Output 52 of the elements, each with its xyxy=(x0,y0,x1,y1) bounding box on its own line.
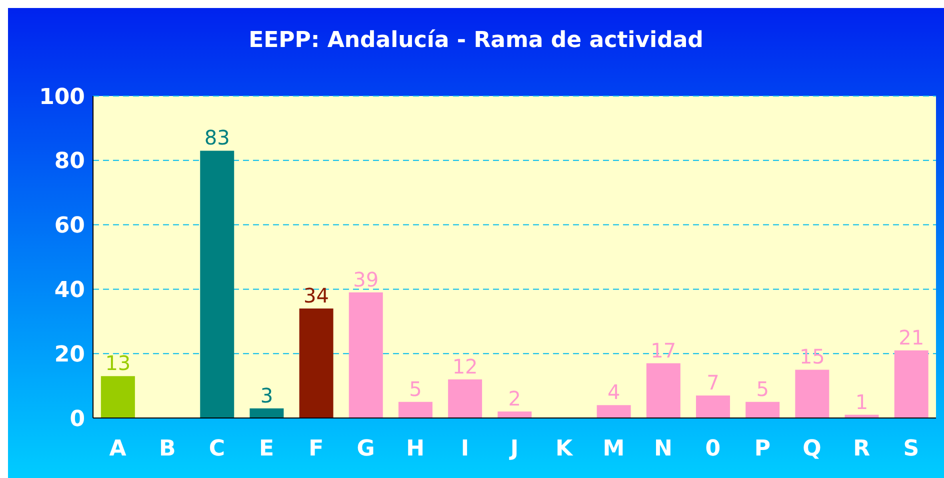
bar xyxy=(498,412,532,418)
x-tick-label: K xyxy=(556,436,574,462)
data-label: 2 xyxy=(508,386,522,411)
x-tick-label: S xyxy=(903,436,920,462)
bar xyxy=(746,402,780,418)
bar xyxy=(398,402,432,418)
y-tick-label: 20 xyxy=(54,342,85,368)
bar xyxy=(596,405,631,418)
x-tick-label: 0 xyxy=(705,436,721,462)
chart-title: EEPP: Andalucía - Rama de actividad xyxy=(248,27,704,55)
x-tick-label: J xyxy=(508,436,519,462)
y-tick-label: 0 xyxy=(70,406,85,432)
x-tick-label: A xyxy=(109,436,126,462)
bar xyxy=(448,379,482,418)
x-tick-label: C xyxy=(208,436,226,462)
data-label: 21 xyxy=(898,325,924,350)
bar xyxy=(646,363,680,418)
data-label: 7 xyxy=(706,370,720,394)
bar xyxy=(894,350,928,418)
bar xyxy=(795,370,830,418)
data-label: 34 xyxy=(304,284,330,308)
data-label: 39 xyxy=(353,267,379,292)
data-label: 12 xyxy=(452,354,478,378)
bar xyxy=(348,292,383,418)
y-tick-label: 100 xyxy=(39,84,85,110)
x-tick-label: Q xyxy=(802,436,822,462)
x-tick-label: N xyxy=(654,436,672,462)
data-label: 5 xyxy=(409,376,422,401)
bar xyxy=(299,308,334,418)
data-label: 4 xyxy=(607,380,620,404)
data-label: 5 xyxy=(756,376,769,401)
x-tick-label: G xyxy=(356,436,375,462)
data-label: 15 xyxy=(799,344,825,369)
data-label: 1 xyxy=(855,390,868,414)
data-label: 13 xyxy=(105,351,131,376)
data-label: 3 xyxy=(260,383,274,408)
x-tick-label: P xyxy=(754,436,771,462)
bar xyxy=(100,376,135,418)
data-label: 83 xyxy=(204,126,230,150)
x-tick-label: H xyxy=(406,436,425,462)
y-tick-label: 60 xyxy=(54,214,85,239)
bar xyxy=(250,408,284,418)
y-tick-label: 40 xyxy=(54,278,85,304)
x-tick-label: F xyxy=(308,436,324,462)
x-tick-label: E xyxy=(259,436,274,462)
x-tick-label: M xyxy=(602,436,625,462)
bar xyxy=(696,395,730,418)
x-tick-label: R xyxy=(853,436,870,462)
bar xyxy=(200,150,234,418)
x-tick-label: I xyxy=(460,436,470,462)
y-tick-label: 80 xyxy=(54,149,85,174)
x-tick-label: B xyxy=(158,436,176,462)
